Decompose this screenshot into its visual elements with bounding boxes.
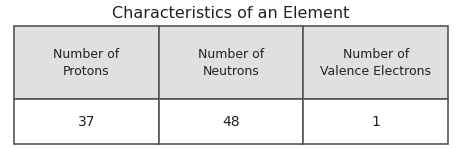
- Text: Number of
Protons: Number of Protons: [53, 48, 120, 78]
- Text: 1: 1: [371, 115, 380, 129]
- Bar: [14, 99, 158, 144]
- Text: Number of
Valence Electrons: Number of Valence Electrons: [320, 48, 431, 78]
- Bar: [304, 99, 448, 144]
- Text: 48: 48: [222, 115, 240, 129]
- Text: Characteristics of an Element: Characteristics of an Element: [112, 7, 350, 21]
- Bar: [158, 99, 304, 144]
- Text: 37: 37: [78, 115, 95, 129]
- Bar: [304, 26, 448, 99]
- Bar: [14, 26, 158, 99]
- Bar: [158, 26, 304, 99]
- Text: Number of
Neutrons: Number of Neutrons: [198, 48, 264, 78]
